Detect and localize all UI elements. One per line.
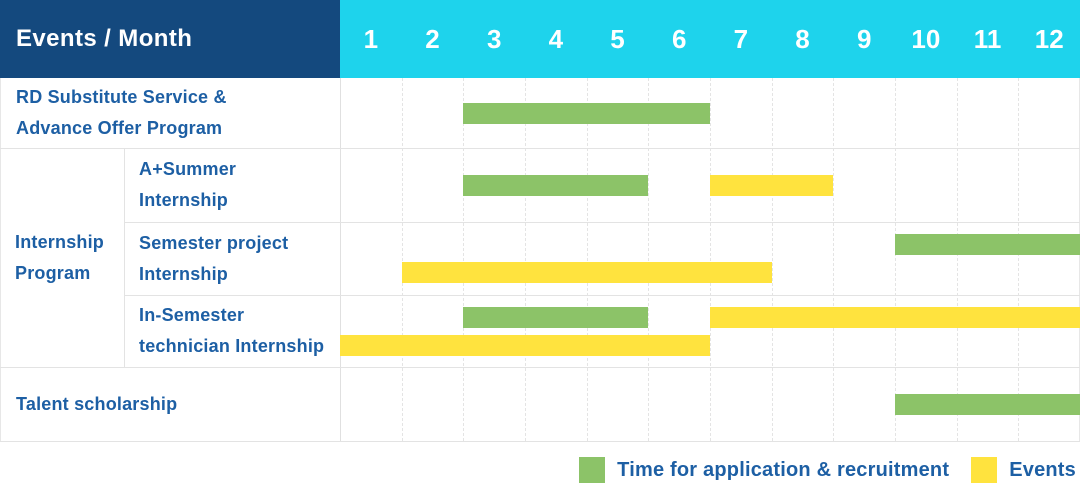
gantt-row-a-plus-summer <box>340 148 1080 222</box>
legend-label-application: Time for application & recruitment <box>617 458 950 481</box>
month-label: 10 <box>911 23 941 54</box>
row-border <box>125 295 1080 296</box>
month-label: 5 <box>610 23 625 54</box>
month-label: 1 <box>363 23 379 54</box>
gantt-bar-application <box>463 307 649 328</box>
legend-swatch-yellow-icon <box>971 457 998 483</box>
gantt-row-in-semester-technician <box>340 295 1080 367</box>
table-left-border <box>0 78 1 442</box>
header-corner-cell: Events / Month <box>0 0 340 78</box>
gantt-bar-application <box>895 394 1080 415</box>
gantt-bar-event <box>710 307 1080 328</box>
gantt-bar-event <box>340 335 710 356</box>
gantt-bar-application <box>463 103 710 124</box>
gantt-row-semester-project <box>340 222 1080 295</box>
gantt-bar-application <box>463 175 649 196</box>
row-label-a-plus-summer: A+Summer Internship <box>139 159 237 210</box>
table-bottom-border <box>0 441 1080 442</box>
gantt-row-talent-scholarship <box>340 367 1080 441</box>
month-label: 3 <box>486 23 502 54</box>
month-label: 11 <box>973 23 1002 54</box>
label-chart-divider <box>340 78 341 441</box>
month-label: 8 <box>795 23 810 54</box>
legend-item-events: Events <box>971 457 1076 483</box>
row-label-semester-project: Semester project Internship <box>139 232 289 284</box>
header-corner-label: Events / Month <box>16 25 193 52</box>
month-label: 2 <box>425 23 440 54</box>
legend-item-application: Time for application & recruitment <box>579 457 949 483</box>
month-header: 1 2 3 4 5 6 7 8 9 10 11 12 <box>340 0 1080 78</box>
row-label-talent-scholarship: Talent scholarship <box>16 393 178 414</box>
month-label: 4 <box>548 23 564 54</box>
gantt-row-rd-substitute <box>340 78 1080 148</box>
legend-label-events: Events <box>1009 458 1076 481</box>
gantt-bar-event <box>710 175 834 196</box>
gantt-bar-event <box>401 262 772 283</box>
month-label: 7 <box>733 23 749 54</box>
month-label: 9 <box>856 23 872 54</box>
row-border <box>125 222 1080 223</box>
group-label-internship-program: Internship Program <box>0 148 125 367</box>
row-label-rd-substitute: RD Substitute Service & Advance Offer Pr… <box>16 87 227 138</box>
month-label: 6 <box>671 23 687 54</box>
gantt-bar-application <box>895 234 1080 255</box>
month-label: 12 <box>1034 23 1064 54</box>
legend-swatch-green-icon <box>579 457 606 483</box>
legend: Time for application & recruitment Event… <box>579 457 1076 483</box>
row-border <box>0 148 1080 149</box>
row-label-in-semester-technician: In-Semester technician Internship <box>139 305 325 356</box>
row-border <box>0 367 1080 368</box>
